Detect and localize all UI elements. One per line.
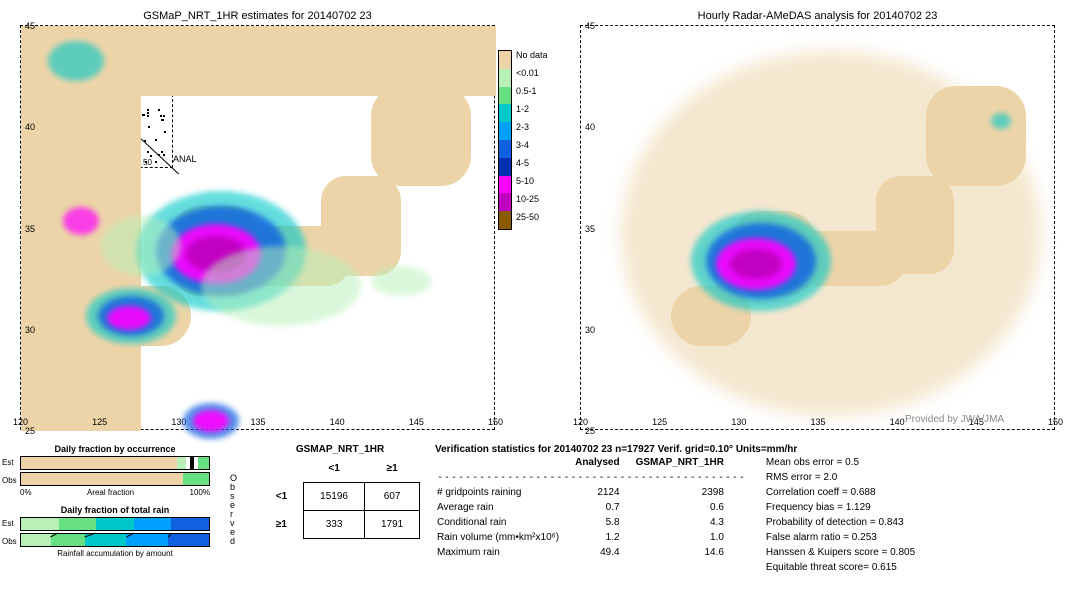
rain-feature <box>63 207 99 235</box>
rain-feature <box>107 306 151 330</box>
map-left: GSMaP_NRT_1HR estimates for 20140702 23 … <box>20 25 495 430</box>
ct-a: 15196 <box>304 483 365 511</box>
bottom-panel: Daily fraction by occurrence Est Obs 0%A… <box>0 444 1080 610</box>
stats-table: Analysed GSMAP_NRT_1HR Mean obs error = … <box>435 455 931 577</box>
tot-bar-est <box>20 517 210 531</box>
stats-block: Verification statistics for 20140702 23 … <box>435 444 1065 577</box>
map-right: Hourly Radar-AMeDAS analysis for 2014070… <box>580 25 1055 430</box>
rain-feature <box>193 410 229 432</box>
tot-bar-obs <box>20 533 210 547</box>
fraction-block: Daily fraction by occurrence Est Obs 0%A… <box>20 444 210 558</box>
rain-feature <box>730 249 782 279</box>
color-legend <box>498 50 512 230</box>
rain-feature <box>991 113 1011 129</box>
occ-bar-obs <box>20 472 210 486</box>
rain-feature <box>371 266 431 296</box>
rain-feature <box>201 246 361 326</box>
contingency-table: <1≥1 <1 15196 607 ≥1 333 1791 <box>260 455 420 539</box>
rain-feature <box>48 41 104 81</box>
contingency-block: GSMAP_NRT_1HR <1≥1 <1 15196 607 ≥1 333 1… <box>255 444 425 539</box>
ct-b: 607 <box>364 483 419 511</box>
ct-d: 1791 <box>364 511 419 539</box>
occ-bar-est <box>20 456 210 470</box>
map-right-title: Hourly Radar-AMeDAS analysis for 2014070… <box>581 10 1054 22</box>
provided-by-label: Provided by JWA/JMA <box>905 414 1004 425</box>
observed-label-vertical: Observed <box>230 474 237 546</box>
rain-feature <box>101 216 181 276</box>
map-left-title: GSMaP_NRT_1HR estimates for 20140702 23 <box>21 10 494 22</box>
ct-c: 333 <box>304 511 365 539</box>
